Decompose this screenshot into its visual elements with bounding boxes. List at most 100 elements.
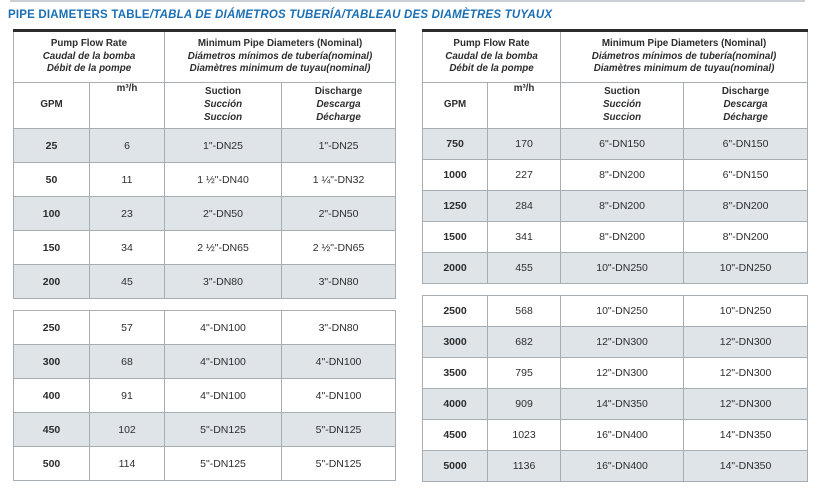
- cell-discharge: 3"-DN80: [281, 264, 397, 299]
- page-title-translations: /TABLA DE DIÁMETROS TUBERÍA/TABLEAU DES …: [149, 9, 553, 21]
- cell-suction: 8"-DN200: [560, 159, 685, 191]
- header-diameters-en: Minimum Pipe Diameters (Nominal): [197, 37, 363, 49]
- cell-gpm: 5000: [422, 450, 489, 482]
- cell-discharge: 1"-DN25: [281, 128, 397, 163]
- pipe-table-right: Pump Flow Rate Caudal de la bomba Débit …: [422, 29, 809, 482]
- row-group-gap: [422, 283, 808, 296]
- cell-suction: 2"-DN50: [164, 196, 283, 231]
- cell-m3h: 34: [88, 230, 166, 265]
- cell-gpm: 1000: [422, 159, 489, 191]
- header-gpm: GPM: [13, 82, 90, 129]
- cell-discharge: 6"-DN150: [683, 159, 809, 191]
- cell-m3h: 91: [88, 378, 166, 413]
- table-row: 3500 795 12"-DN300 12"-DN300: [422, 357, 809, 389]
- cell-m3h: 909: [487, 388, 562, 420]
- cell-m3h: 102: [88, 412, 166, 447]
- header-flow-fr: Débit de la pompe: [449, 63, 534, 75]
- cell-suction: 4"-DN100: [164, 378, 283, 413]
- cell-discharge: 1 ¼"-DN32: [281, 162, 397, 197]
- cell-suction: 6"-DN150: [560, 128, 685, 160]
- cell-suction: 8"-DN200: [560, 190, 685, 222]
- table-row: 1500 341 8"-DN200 8"-DN200: [422, 221, 809, 253]
- header-discharge-es: Descarga: [723, 99, 768, 111]
- cell-m3h: 568: [487, 295, 562, 327]
- cell-discharge: 8"-DN200: [683, 221, 809, 253]
- cell-discharge: 10"-DN250: [683, 252, 809, 284]
- cell-suction: 12"-DN300: [560, 357, 685, 389]
- cell-suction: 16"-DN400: [560, 450, 685, 482]
- header-pump-flow-rate: Pump Flow Rate Caudal de la bomba Débit …: [422, 29, 562, 83]
- cell-m3h: 341: [487, 221, 562, 253]
- cell-suction: 5"-DN125: [164, 412, 283, 447]
- cell-gpm: 1500: [422, 221, 489, 253]
- header-pump-flow-rate: Pump Flow Rate Caudal de la bomba Débit …: [12, 29, 166, 83]
- header-suction-es: Succión: [203, 99, 243, 111]
- cell-discharge: 4"-DN100: [281, 378, 397, 413]
- table-row: 2500 568 10"-DN250 10"-DN250: [422, 295, 809, 327]
- table-row: 2000 455 10"-DN250 10"-DN250: [422, 252, 809, 284]
- table-row: 450 102 5"-DN125 5"-DN125: [13, 412, 397, 447]
- table-row: 400 91 4"-DN100 4"-DN100: [13, 378, 397, 413]
- cell-gpm: 3500: [422, 357, 489, 389]
- cell-gpm: 2000: [422, 252, 489, 284]
- table-row: 100 23 2"-DN50 2"-DN50: [13, 196, 397, 231]
- cell-gpm: 250: [13, 310, 90, 345]
- cell-m3h: 6: [88, 128, 166, 163]
- cell-m3h: 114: [88, 446, 166, 481]
- table-row: 1250 284 8"-DN200 8"-DN200: [422, 190, 809, 222]
- header-suction-en: Suction: [205, 86, 241, 98]
- cell-suction: 3"-DN80: [164, 264, 283, 299]
- header-m3h: m³/h: [88, 82, 166, 129]
- header-diameters-fr: Diamètres minimum de tuyau(nominal): [593, 63, 775, 75]
- cell-m3h: 284: [487, 190, 562, 222]
- cell-discharge: 8"-DN200: [683, 190, 809, 222]
- tables-container: Pump Flow Rate Caudal de la bomba Débit …: [12, 29, 809, 482]
- sub-header-row: GPM m³/h Suction Succión Succion Dischar…: [422, 82, 809, 129]
- header-diameters-fr: Diamètres minimum de tuyau(nominal): [189, 63, 371, 75]
- cell-gpm: 4500: [422, 419, 489, 451]
- row-group-gap-cell: [422, 283, 808, 296]
- cell-gpm: 25: [13, 128, 90, 163]
- header-gpm: GPM: [422, 82, 489, 129]
- cell-m3h: 23: [88, 196, 166, 231]
- header-diameters-en: Minimum Pipe Diameters (Nominal): [601, 37, 767, 49]
- header-discharge-en: Discharge: [314, 86, 363, 98]
- cell-m3h: 45: [88, 264, 166, 299]
- header-diameters-es: Diámetros mínimos de tubería(nominal): [187, 50, 373, 62]
- cell-discharge: 4"-DN100: [281, 344, 397, 379]
- header-suction: Suction Succión Succion: [164, 82, 283, 129]
- cell-suction: 10"-DN250: [560, 295, 685, 327]
- table-row: 25 6 1"-DN25 1"-DN25: [13, 128, 397, 163]
- table-row: 150 34 2 ½"-DN65 2 ½"-DN65: [13, 230, 397, 265]
- table-row: 300 68 4"-DN100 4"-DN100: [13, 344, 397, 379]
- header-discharge-fr: Décharge: [316, 111, 361, 123]
- page-title-english: PIPE DIAMETERS TABLE: [8, 9, 150, 21]
- cell-m3h: 227: [487, 159, 562, 191]
- cell-m3h: 1023: [487, 419, 562, 451]
- cell-discharge: 2"-DN50: [281, 196, 397, 231]
- cell-m3h: 68: [88, 344, 166, 379]
- cell-gpm: 400: [13, 378, 90, 413]
- cell-m3h: 795: [487, 357, 562, 389]
- cell-gpm: 150: [13, 230, 90, 265]
- sub-header-row: GPM m³/h Suction Succión Succion Dischar…: [13, 82, 397, 129]
- cell-discharge: 10"-DN250: [683, 295, 809, 327]
- header-flow-en: Pump Flow Rate: [453, 37, 530, 49]
- cell-suction: 1"-DN25: [164, 128, 283, 163]
- header-flow-fr: Débit de la pompe: [46, 63, 132, 75]
- table-row: 50 11 1 ½"-DN40 1 ¼"-DN32: [13, 162, 397, 197]
- group-header-row: Pump Flow Rate Caudal de la bomba Débit …: [422, 29, 809, 83]
- header-flow-es: Caudal de la bomba: [42, 50, 136, 62]
- cell-discharge: 12"-DN300: [683, 357, 809, 389]
- cell-m3h: 57: [88, 310, 166, 345]
- header-discharge: Discharge Descarga Décharge: [683, 82, 809, 129]
- cell-suction: 16"-DN400: [560, 419, 685, 451]
- table-row: 200 45 3"-DN80 3"-DN80: [13, 264, 397, 299]
- pipe-table-left: Pump Flow Rate Caudal de la bomba Débit …: [12, 29, 397, 481]
- cell-m3h: 455: [487, 252, 562, 284]
- table-header: Pump Flow Rate Caudal de la bomba Débit …: [422, 29, 809, 129]
- cell-gpm: 50: [13, 162, 90, 197]
- cell-discharge: 3"-DN80: [281, 310, 397, 345]
- cell-gpm: 100: [13, 196, 90, 231]
- cell-discharge: 6"-DN150: [683, 128, 809, 160]
